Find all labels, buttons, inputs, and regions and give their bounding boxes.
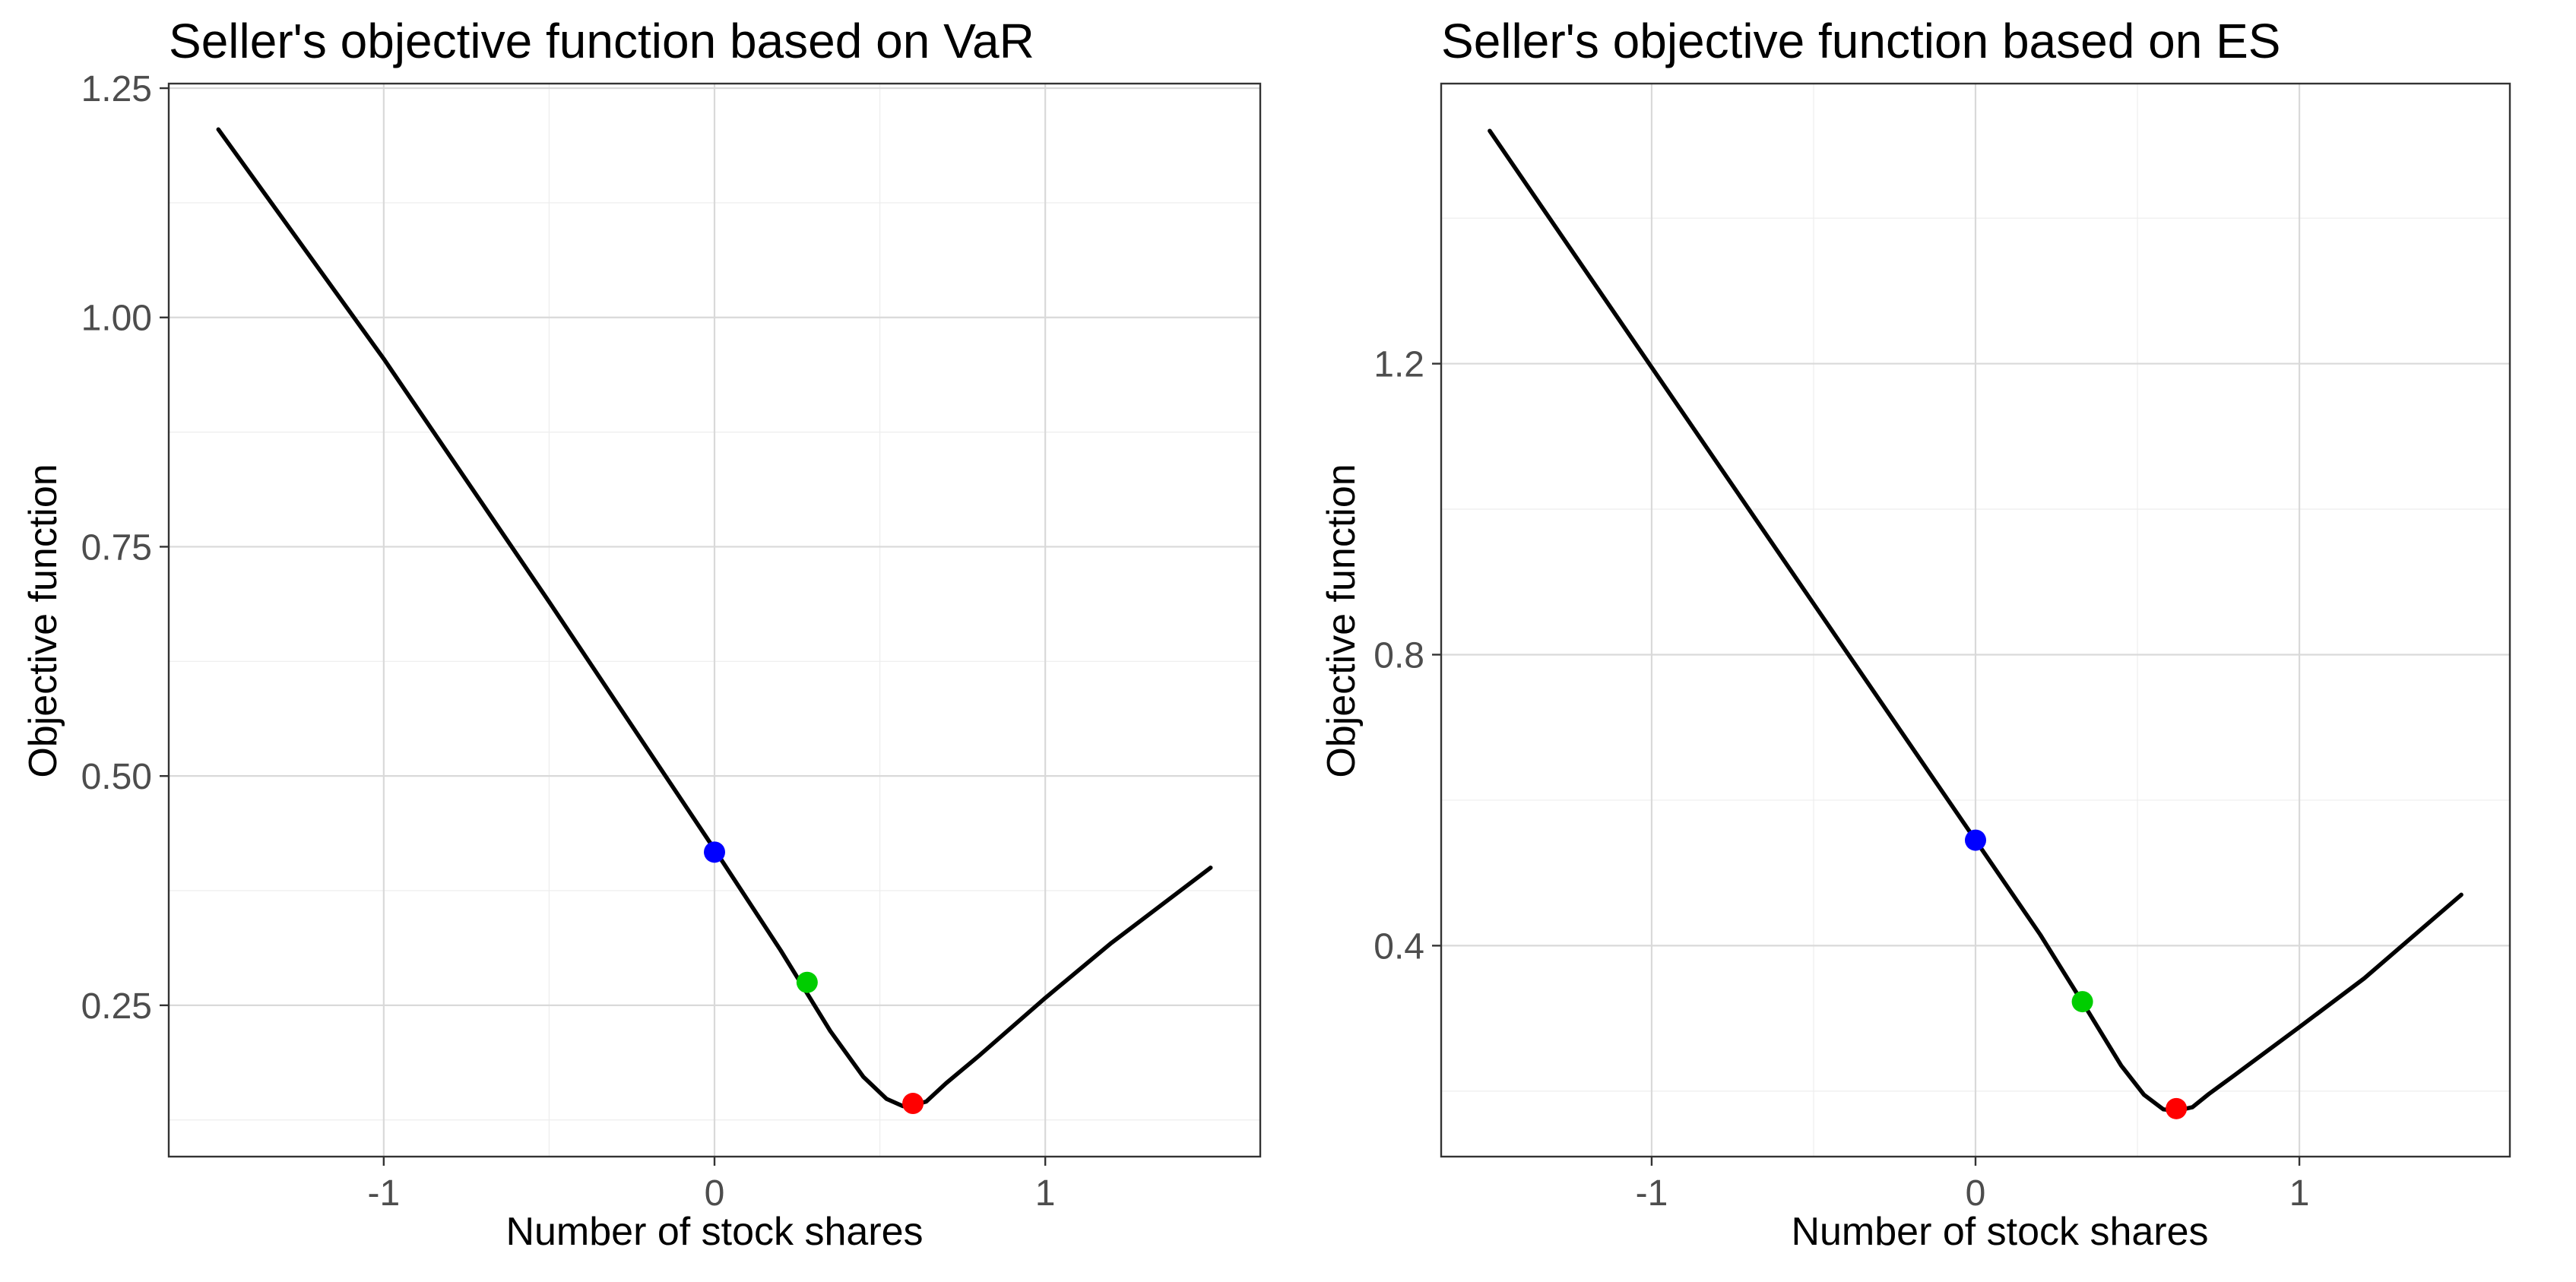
x-tick-label: 0 — [705, 1173, 725, 1214]
x-tick-label: -1 — [1636, 1173, 1668, 1214]
x-tick-label: 0 — [1966, 1173, 1986, 1214]
y-tick-label: 0.75 — [81, 527, 152, 568]
y-tick-label: 0.8 — [1374, 635, 1424, 676]
x-tick-label: 1 — [2289, 1173, 2310, 1214]
data-point — [796, 971, 818, 993]
chart-title: Seller's objective function based on VaR — [169, 14, 1035, 68]
y-tick-label: 0.50 — [81, 757, 152, 797]
x-axis-label: Number of stock shares — [505, 1210, 923, 1254]
x-axis-label: Number of stock shares — [1791, 1210, 2208, 1254]
grid — [1441, 84, 2510, 1157]
series-line — [216, 127, 1213, 1109]
data-point — [704, 841, 725, 863]
data-point — [2166, 1097, 2188, 1119]
y-tick-label: 0.25 — [81, 986, 152, 1027]
data-point — [2071, 991, 2093, 1013]
y-axis-label: Objective function — [21, 464, 65, 777]
y-tick-label: 0.4 — [1374, 926, 1424, 967]
y-tick-label: 1.00 — [81, 299, 152, 339]
series-line — [1488, 128, 2464, 1113]
chart-title: Seller's objective function based on ES — [1441, 14, 2280, 68]
grid — [169, 84, 1260, 1157]
data-point — [1965, 829, 1986, 851]
panel-var: Seller's objective function based on VaR… — [21, 14, 1262, 1254]
data-point — [902, 1093, 924, 1115]
y-tick-label: 1.2 — [1374, 345, 1424, 385]
y-tick-label: 1.25 — [81, 69, 152, 109]
y-axis-label: Objective function — [1320, 464, 1364, 777]
x-tick-label: -1 — [368, 1173, 401, 1214]
x-tick-label: 1 — [1035, 1173, 1056, 1214]
panel-es: Seller's objective function based on ES … — [1320, 14, 2511, 1254]
